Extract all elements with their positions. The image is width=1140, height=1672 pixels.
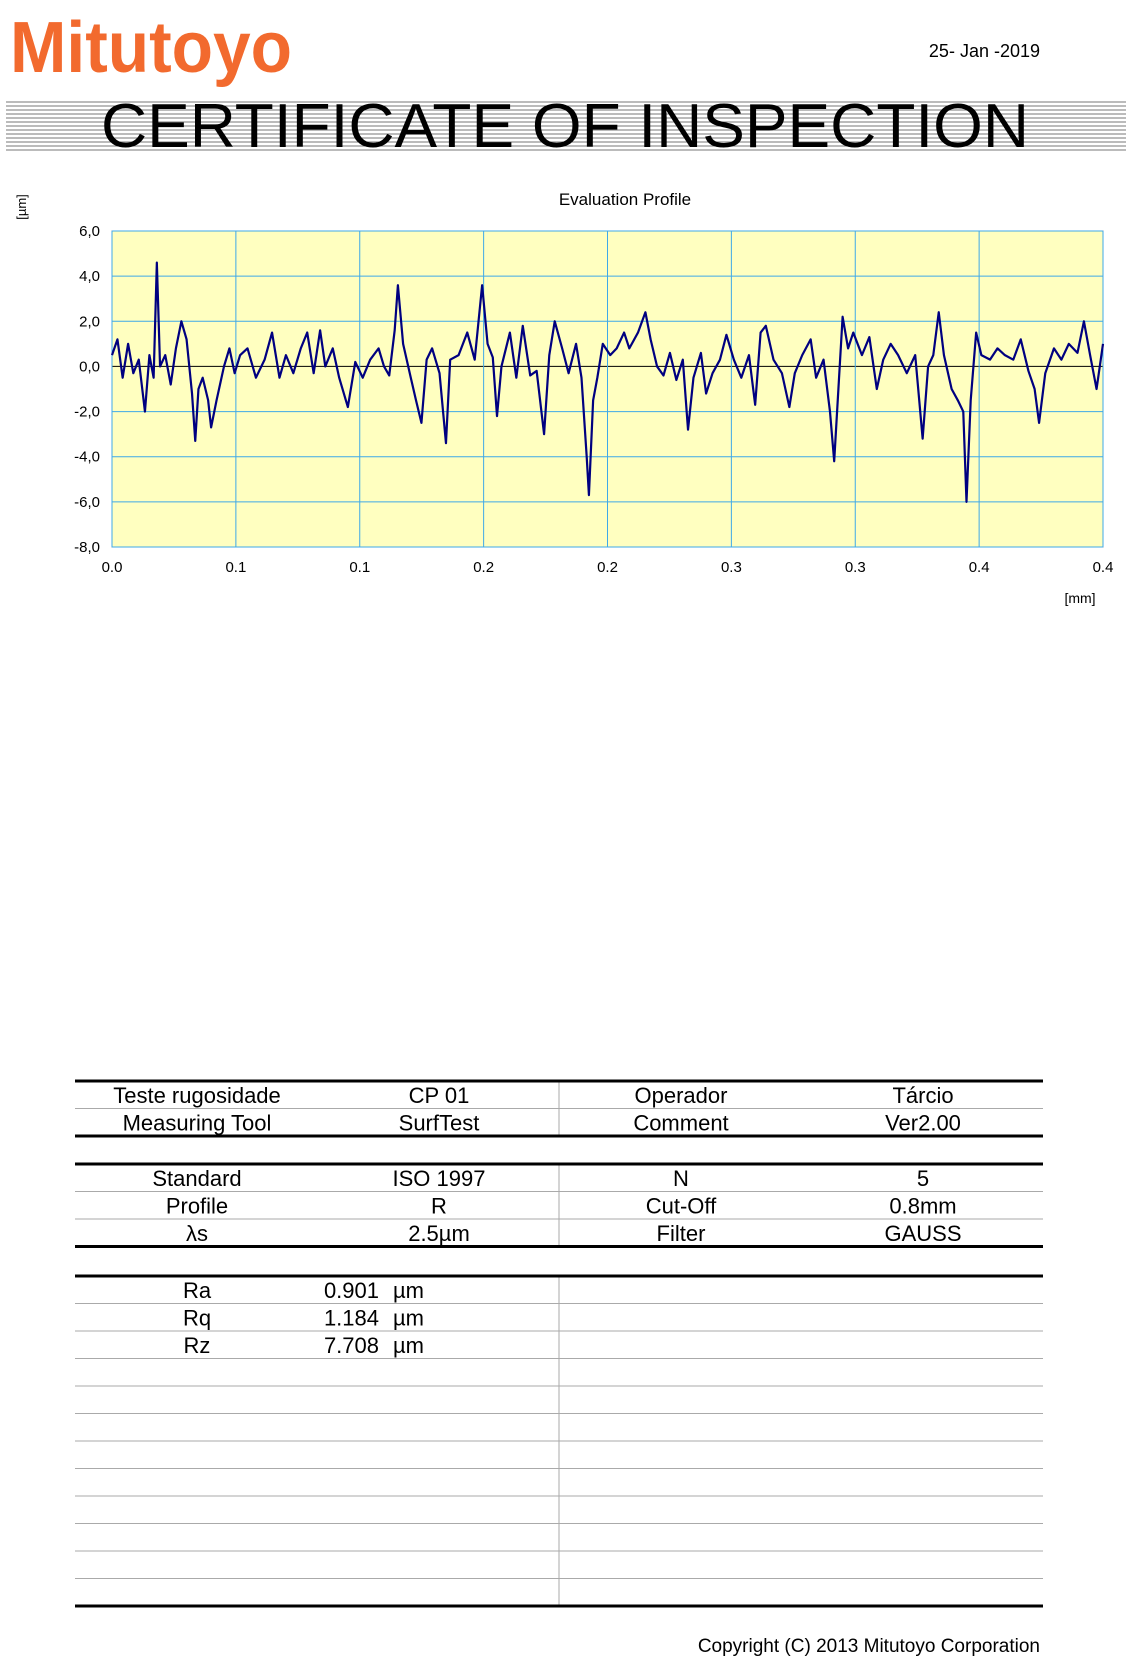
table-cell: 2.5µm xyxy=(408,1221,470,1246)
table-cell: Tárcio xyxy=(892,1083,953,1108)
table-cell: Standard xyxy=(152,1166,241,1191)
title-stripes xyxy=(6,101,1126,151)
document-title: CERTIFICATE OF INSPECTION xyxy=(101,92,1029,161)
copyright: Copyright (C) 2013 Mitutoyo Corporation xyxy=(698,1636,1040,1657)
table-cell: ISO 1997 xyxy=(393,1166,486,1191)
x-tick-label: 0.1 xyxy=(349,559,370,576)
y-tick-label: 0,0 xyxy=(79,358,100,375)
result-unit: µm xyxy=(393,1305,424,1330)
x-axis-label: [mm] xyxy=(1064,590,1095,606)
x-tick-label: 0.2 xyxy=(597,559,618,576)
table-cell: Teste rugosidade xyxy=(113,1083,281,1108)
result-value: 0.901 xyxy=(324,1278,379,1303)
y-axis-label: [µm] xyxy=(14,194,29,220)
table-cell: 5 xyxy=(917,1166,929,1191)
result-unit: µm xyxy=(393,1333,424,1358)
result-value: 1.184 xyxy=(324,1305,379,1330)
table-cell: GAUSS xyxy=(884,1221,961,1246)
table-cell: Filter xyxy=(657,1221,706,1246)
logo: Mitutoyo xyxy=(10,8,292,88)
result-name: Ra xyxy=(183,1278,212,1303)
table-cell: λs xyxy=(186,1221,208,1246)
x-tick-label: 0.4 xyxy=(969,559,990,576)
x-tick-label: 0.3 xyxy=(845,559,866,576)
y-tick-label: -6,0 xyxy=(74,494,100,511)
table-cell: N xyxy=(673,1166,689,1191)
table-cell: CP 01 xyxy=(409,1083,470,1108)
table-cell: 0.8mm xyxy=(889,1193,956,1218)
chart-title: Evaluation Profile xyxy=(559,190,691,209)
result-name: Rz xyxy=(184,1333,211,1358)
table-cell: SurfTest xyxy=(399,1110,480,1135)
x-tick-label: 0.1 xyxy=(225,559,246,576)
y-tick-label: -4,0 xyxy=(74,449,100,466)
table-cell: Ver2.00 xyxy=(885,1110,961,1135)
result-name: Rq xyxy=(183,1305,211,1330)
x-tick-label: 0.4 xyxy=(1093,559,1114,576)
profile-line xyxy=(110,261,1105,503)
x-tick-label: 0.2 xyxy=(473,559,494,576)
result-value: 7.708 xyxy=(324,1333,379,1358)
y-tick-label: -8,0 xyxy=(74,539,100,556)
date: 25- Jan -2019 xyxy=(929,41,1040,61)
table-cell: R xyxy=(431,1193,447,1218)
y-tick-label: -2,0 xyxy=(74,404,100,421)
y-tick-label: 4,0 xyxy=(79,268,100,285)
table-cell: Cut-Off xyxy=(646,1193,717,1218)
table-cell: Profile xyxy=(166,1193,228,1218)
x-tick-label: 0.0 xyxy=(102,559,123,576)
y-tick-label: 2,0 xyxy=(79,313,100,330)
x-tick-label: 0.3 xyxy=(721,559,742,576)
result-unit: µm xyxy=(393,1278,424,1303)
table-cell: Operador xyxy=(635,1083,728,1108)
table-cell: Measuring Tool xyxy=(123,1110,272,1135)
y-tick-label: 6,0 xyxy=(79,223,100,240)
table-cell: Comment xyxy=(633,1110,728,1135)
